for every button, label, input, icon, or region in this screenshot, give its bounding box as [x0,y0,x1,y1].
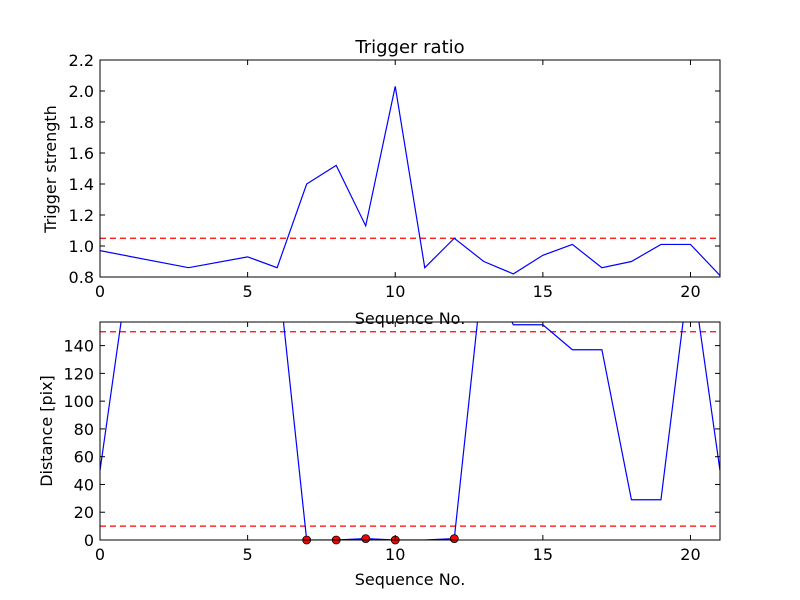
chart-title: Trigger ratio [354,37,464,58]
bottom-y-tick-label: 60 [74,448,94,467]
top-x-axis-label: Sequence No. [355,309,466,328]
plot-area: 0 5 10 15 20 0.8 1.0 1.2 1.4 1.6 1.8 2.0 2.2 0 5 10 15 20… [63,51,721,564]
bottom-y-tick-label: 80 [74,420,94,439]
bottom-x-tick-label: 5 [243,545,253,564]
top-y-tick-label: 0.8 [69,268,94,287]
bottom-y-tick-label: 140 [63,337,94,356]
top-y-tick-label: 1.0 [69,237,94,256]
top-x-tick-label: 5 [243,282,253,301]
top-y-tick-label: 2.2 [69,51,94,70]
top-x-tick-label: 15 [533,282,553,301]
top-series-group [100,86,720,276]
bottom-y-tick-label: 100 [63,392,94,411]
top-y-tick-label: 1.2 [69,206,94,225]
top-x-tick-label: 0 [95,282,105,301]
bottom-axes-frame [99,321,721,541]
bottom-marker-point [449,534,459,544]
bottom-y-axis-label: Distance [pix] [37,375,56,487]
top-y-tick-label: 1.6 [69,144,94,163]
top-y-tick-label: 1.8 [69,113,94,132]
bottom-marker-point [361,534,371,544]
top-series-line [100,86,720,276]
bottom-y-tick-label: 20 [74,503,94,522]
bottom-y-tick-label: 120 [63,364,94,383]
top-y-tick-label: 2.0 [69,82,94,101]
bottom-y-tick-label: 40 [74,475,94,494]
bottom-x-tick-label: 0 [95,545,105,564]
bottom-x-axis-label: Sequence No. [355,570,466,589]
bottom-x-tick-label: 20 [680,545,700,564]
bottom-series-line [100,322,720,540]
top-axes-frame [99,59,721,278]
top-x-tick-label: 10 [385,282,405,301]
bottom-series-group [100,322,720,540]
bottom-x-tick-label: 10 [385,545,405,564]
top-y-axis-label: Trigger strength [41,105,60,234]
bottom-x-tick-label: 15 [533,545,553,564]
top-y-tick-label: 1.4 [69,175,94,194]
top-x-tick-label: 20 [680,282,700,301]
bottom-y-tick-label: 0 [84,531,94,550]
